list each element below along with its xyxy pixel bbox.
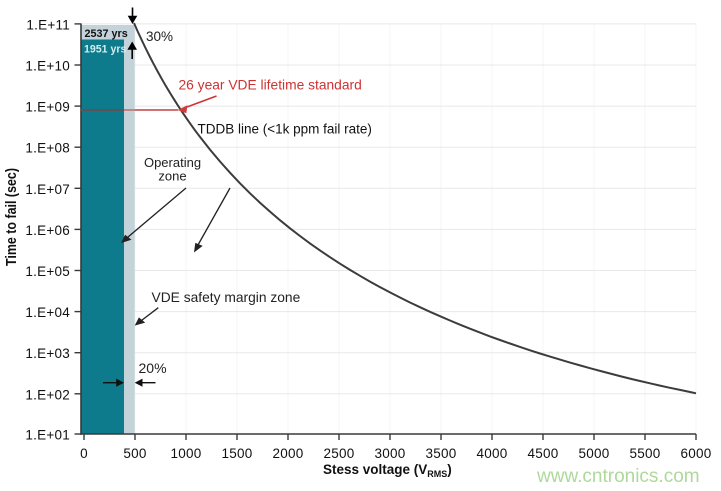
svg-text:TDDB line (<1k ppm fail rate): TDDB line (<1k ppm fail rate) <box>198 122 372 137</box>
svg-text:www.cntronics.com: www.cntronics.com <box>536 466 700 487</box>
svg-text:30%: 30% <box>146 29 173 44</box>
svg-text:1.E+01: 1.E+01 <box>25 428 70 443</box>
svg-text:2537 yrs: 2537 yrs <box>85 28 128 40</box>
svg-text:20%: 20% <box>139 360 167 376</box>
svg-text:zone: zone <box>158 169 186 184</box>
svg-text:1.E+11: 1.E+11 <box>26 17 70 32</box>
svg-text:Operating: Operating <box>144 155 201 170</box>
svg-text:5500: 5500 <box>629 446 660 461</box>
svg-text:2000: 2000 <box>272 446 303 461</box>
svg-text:500: 500 <box>123 446 146 461</box>
svg-text:1000: 1000 <box>170 446 201 461</box>
svg-text:1951 yrs: 1951 yrs <box>84 44 127 56</box>
svg-text:26 year VDE lifetime standard: 26 year VDE lifetime standard <box>179 78 362 93</box>
svg-text:1.E+04: 1.E+04 <box>25 305 70 320</box>
svg-text:1.E+09: 1.E+09 <box>25 100 70 115</box>
svg-text:Stess voltage (VRMS): Stess voltage (VRMS) <box>323 462 452 479</box>
svg-text:1.E+08: 1.E+08 <box>25 141 70 156</box>
svg-text:VDE safety margin zone: VDE safety margin zone <box>152 290 301 305</box>
svg-text:6000: 6000 <box>680 446 711 461</box>
svg-text:3000: 3000 <box>374 446 405 461</box>
svg-text:4500: 4500 <box>527 446 558 461</box>
svg-text:2500: 2500 <box>323 446 354 461</box>
svg-text:Time to fail (sec): Time to fail (sec) <box>4 168 20 266</box>
svg-text:3500: 3500 <box>425 446 456 461</box>
svg-text:5000: 5000 <box>578 446 609 461</box>
svg-text:1.E+07: 1.E+07 <box>25 182 70 197</box>
svg-text:1.E+06: 1.E+06 <box>25 223 70 238</box>
svg-text:1.E+05: 1.E+05 <box>25 264 70 279</box>
svg-text:4000: 4000 <box>476 446 507 461</box>
svg-text:1.E+03: 1.E+03 <box>25 346 70 361</box>
svg-text:1500: 1500 <box>221 446 252 461</box>
svg-text:1.E+10: 1.E+10 <box>25 59 70 74</box>
svg-text:1.E+02: 1.E+02 <box>25 387 70 402</box>
svg-text:0: 0 <box>80 446 88 461</box>
